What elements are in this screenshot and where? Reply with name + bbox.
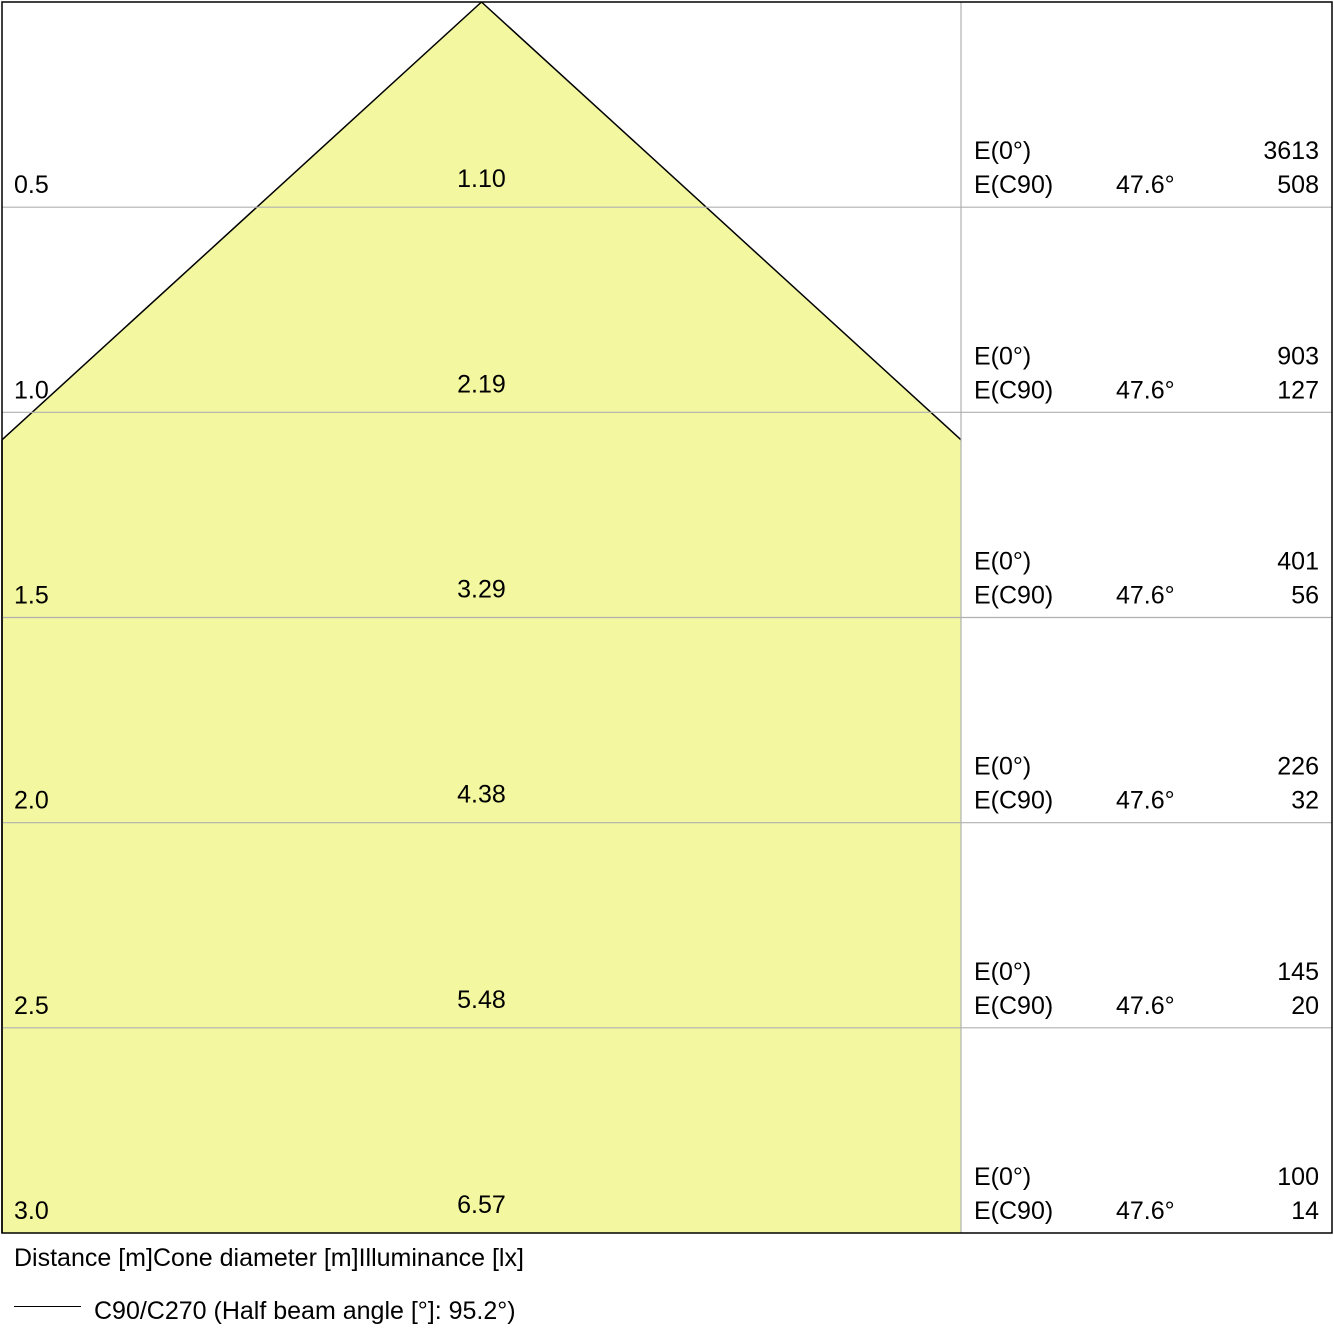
e0-value: 145 bbox=[1277, 958, 1319, 986]
cone-diameter-label: 3.29 bbox=[457, 576, 506, 604]
ec90-value: 20 bbox=[1291, 992, 1319, 1020]
ec90-angle: 47.6° bbox=[1116, 992, 1175, 1020]
e0-value: 100 bbox=[1277, 1163, 1319, 1191]
ec90-label: E(C90) bbox=[974, 787, 1053, 815]
e0-label: E(0°) bbox=[974, 1163, 1031, 1191]
e0-label: E(0°) bbox=[974, 753, 1031, 781]
distance-label: 1.5 bbox=[14, 582, 49, 610]
e0-value: 903 bbox=[1277, 342, 1319, 370]
distance-label: 3.0 bbox=[14, 1197, 49, 1225]
distance-label: 2.0 bbox=[14, 787, 49, 815]
ec90-label: E(C90) bbox=[974, 992, 1053, 1020]
distance-label: 0.5 bbox=[14, 171, 49, 199]
distance-axis-label: Distance [m] bbox=[14, 1244, 153, 1272]
ec90-angle: 47.6° bbox=[1116, 787, 1175, 815]
cone-edge-right bbox=[480, 1, 962, 441]
grid-lines bbox=[1, 1, 1333, 1234]
ec90-value: 14 bbox=[1291, 1197, 1319, 1225]
e0-label: E(0°) bbox=[974, 342, 1031, 370]
ec90-angle: 47.6° bbox=[1116, 376, 1175, 404]
illuminance-axis-label: Illuminance [lx] bbox=[358, 1244, 524, 1272]
cone-diameter-label: 1.10 bbox=[457, 165, 506, 193]
row-labels: 0.5 1.10 E(0°) 3613 E(C90) 47.6° 508 1.0 2.19 E(0… bbox=[14, 137, 1319, 1225]
legend-line-swatch bbox=[14, 1306, 81, 1307]
e0-label: E(0°) bbox=[974, 137, 1031, 165]
distance-label: 2.5 bbox=[14, 992, 49, 1020]
cone-diameter-label: 5.48 bbox=[457, 986, 506, 1014]
cone-diameter-label: 4.38 bbox=[457, 781, 506, 809]
ec90-label: E(C90) bbox=[974, 582, 1053, 610]
cone-diameter-label: 2.19 bbox=[457, 370, 506, 398]
e0-label: E(0°) bbox=[974, 958, 1031, 986]
ec90-label: E(C90) bbox=[974, 376, 1053, 404]
e0-value: 401 bbox=[1277, 548, 1319, 576]
ec90-value: 32 bbox=[1291, 787, 1319, 815]
e0-value: 226 bbox=[1277, 753, 1319, 781]
ec90-label: E(C90) bbox=[974, 1197, 1053, 1225]
ec90-angle: 47.6° bbox=[1116, 582, 1175, 610]
cone-diameter-axis-label: Cone diameter [m] bbox=[152, 1244, 359, 1272]
cone-diameter-label: 6.57 bbox=[457, 1191, 506, 1219]
cone-diagram: 0.5 1.10 E(0°) 3613 E(C90) 47.6° 508 1.0 2.19 E(0… bbox=[1, 1, 1333, 1234]
distance-label: 1.0 bbox=[14, 376, 49, 404]
chart-frame bbox=[1, 1, 1333, 1234]
legend-label: C90/C270 (Half beam angle [°]: 95.2°) bbox=[94, 1297, 516, 1325]
ec90-angle: 47.6° bbox=[1116, 171, 1175, 199]
cone-edge-left bbox=[1, 1, 483, 441]
ec90-value: 508 bbox=[1277, 171, 1319, 199]
ec90-angle: 47.6° bbox=[1116, 1197, 1175, 1225]
e0-value: 3613 bbox=[1263, 137, 1319, 165]
e0-label: E(0°) bbox=[974, 548, 1031, 576]
ec90-value: 127 bbox=[1277, 376, 1319, 404]
ec90-value: 56 bbox=[1291, 582, 1319, 610]
ec90-label: E(C90) bbox=[974, 171, 1053, 199]
axes-caption: Distance [m]Cone diameter [m]Illuminance… bbox=[14, 1246, 524, 1271]
